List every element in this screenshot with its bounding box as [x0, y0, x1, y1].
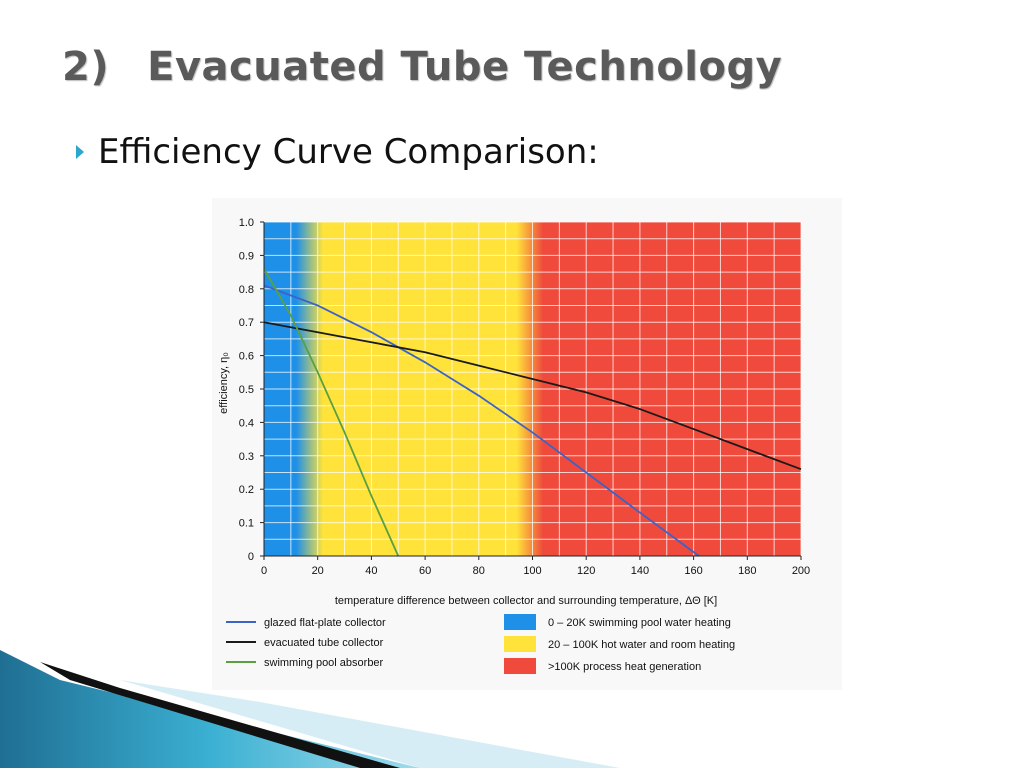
x-tick-label: 20	[312, 565, 324, 577]
y-tick-label: 0.5	[239, 384, 254, 396]
x-tick-label: 160	[684, 565, 702, 577]
legend-series-label: evacuated tube collector	[264, 637, 384, 649]
x-tick-label: 60	[419, 565, 431, 577]
x-tick-label: 40	[365, 565, 377, 577]
y-tick-label: 0.2	[239, 484, 254, 496]
y-tick-label: 0.4	[239, 417, 254, 429]
y-tick-label: 0	[248, 551, 254, 563]
legend-band-label: 20 – 100K hot water and room heating	[548, 639, 735, 651]
x-tick-label: 200	[792, 565, 810, 577]
ticks-layer: 0 20 40 60 80 100 120 140 160 180 200 0 0.1 0.2 0.3 0.4…	[239, 217, 810, 577]
slide-title: 2) Evacuated Tube Technology	[62, 44, 782, 90]
x-tick-label: 80	[473, 565, 485, 577]
legend-series-label: glazed flat-plate collector	[264, 617, 386, 629]
x-tick-label: 0	[261, 565, 267, 577]
legend-band-label: 0 – 20K swimming pool water heating	[548, 617, 731, 629]
efficiency-chart: 0 20 40 60 80 100 120 140 160 180 200 0 0.1 0.2 0.3 0.4…	[212, 198, 842, 690]
series-line-evacuated-tube-collector	[263, 321, 802, 471]
legend-band-swatch	[504, 614, 536, 630]
y-tick-label: 0.9	[239, 250, 254, 262]
y-tick-label: 0.8	[239, 284, 254, 296]
y-tick-label: 0.1	[239, 518, 254, 530]
series-layer	[263, 268, 802, 557]
slide-number: 2)	[62, 44, 110, 90]
series-line-glazed-flat-plate-collector	[263, 284, 700, 557]
y-tick-label: 1.0	[239, 217, 254, 229]
slide-decoration	[0, 650, 620, 768]
legend-band-swatch	[504, 636, 536, 652]
deco-light-swoosh	[120, 680, 620, 768]
x-tick-label: 100	[523, 565, 541, 577]
slide-heading: Evacuated Tube Technology	[147, 44, 783, 90]
y-tick-label: 0.3	[239, 451, 254, 463]
legend-band-swatch	[504, 658, 536, 674]
y-tick-label: 0.6	[239, 351, 254, 363]
x-tick-label: 180	[738, 565, 756, 577]
legend-series-label: swimming pool absorber	[264, 657, 384, 669]
x-tick-label: 120	[577, 565, 595, 577]
deco-blue-swoosh	[0, 650, 420, 768]
y-tick-label: 0.7	[239, 317, 254, 329]
legend: glazed flat-plate collector evacuated tub…	[226, 614, 735, 674]
x-axis-label: temperature difference between collector…	[335, 595, 717, 607]
bullet-text: Efficiency Curve Comparison:	[98, 132, 599, 172]
legend-band-label: >100K process heat generation	[548, 661, 701, 673]
x-tick-label: 140	[631, 565, 649, 577]
bullet-arrow-icon	[76, 145, 84, 159]
grid-layer	[263, 221, 802, 557]
bullet-item: Efficiency Curve Comparison:	[76, 132, 599, 172]
y-axis-label: efficiency, η₀	[218, 352, 230, 414]
series-line-swimming-pool-absorber	[263, 268, 400, 557]
